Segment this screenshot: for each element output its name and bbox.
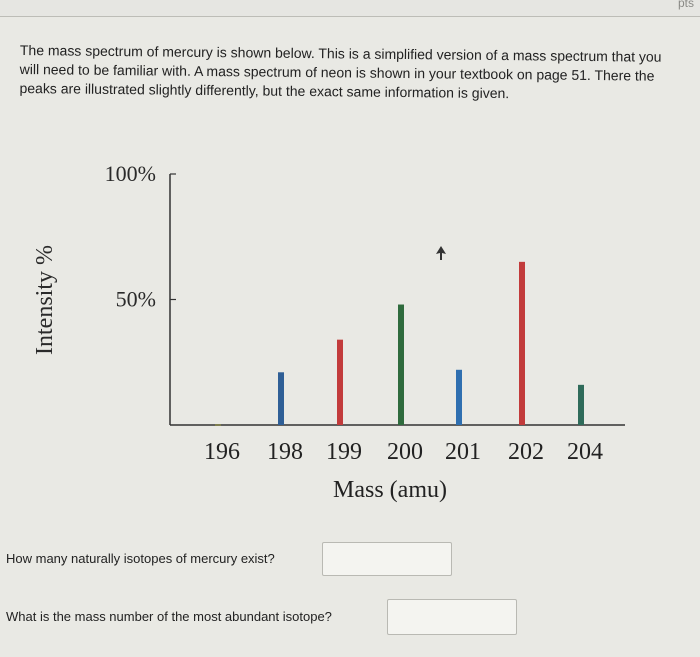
mouse-cursor-icon: [436, 246, 446, 260]
x-tick-label-204: 204: [567, 439, 603, 465]
top-strip: pts: [0, 0, 700, 17]
bar-198: [278, 372, 284, 425]
bar-201: [456, 369, 462, 425]
intro-text: The mass spectrum of mercury is shown be…: [19, 41, 662, 102]
mass-spectrum-chart: 100% 50% Intensity % 196 198 199 200 201 202 204 M…: [0, 140, 700, 520]
x-tick-label-201: 201: [445, 439, 481, 465]
x-tick-label-198: 198: [267, 439, 303, 465]
x-tick-label-199: 199: [326, 439, 362, 465]
bar-199: [337, 339, 343, 425]
bar-200: [398, 304, 404, 425]
bar-196: [215, 424, 221, 426]
y-tick-label-50: 50%: [116, 287, 156, 312]
y-tick-label-100: 100%: [105, 161, 156, 186]
points-label: pts: [677, 0, 694, 10]
question-isotope-count: How many naturally isotopes of mercury e…: [6, 551, 275, 566]
x-tick-label-202: 202: [508, 439, 544, 465]
bar-204: [578, 384, 584, 425]
question-most-abundant: What is the mass number of the most abun…: [6, 609, 332, 624]
x-tick-label-200: 200: [387, 439, 423, 465]
most-abundant-answer-field[interactable]: [387, 599, 517, 635]
x-axis-title: Mass (amu): [333, 477, 447, 503]
bar-202: [519, 261, 525, 425]
isotope-count-answer-field[interactable]: [322, 542, 452, 576]
x-tick-label-196: 196: [204, 439, 240, 465]
y-axis-title: Intensity %: [32, 245, 58, 355]
chart-svg: 100% 50% Intensity % 196 198 199 200 201 202 204 M…: [32, 161, 625, 503]
